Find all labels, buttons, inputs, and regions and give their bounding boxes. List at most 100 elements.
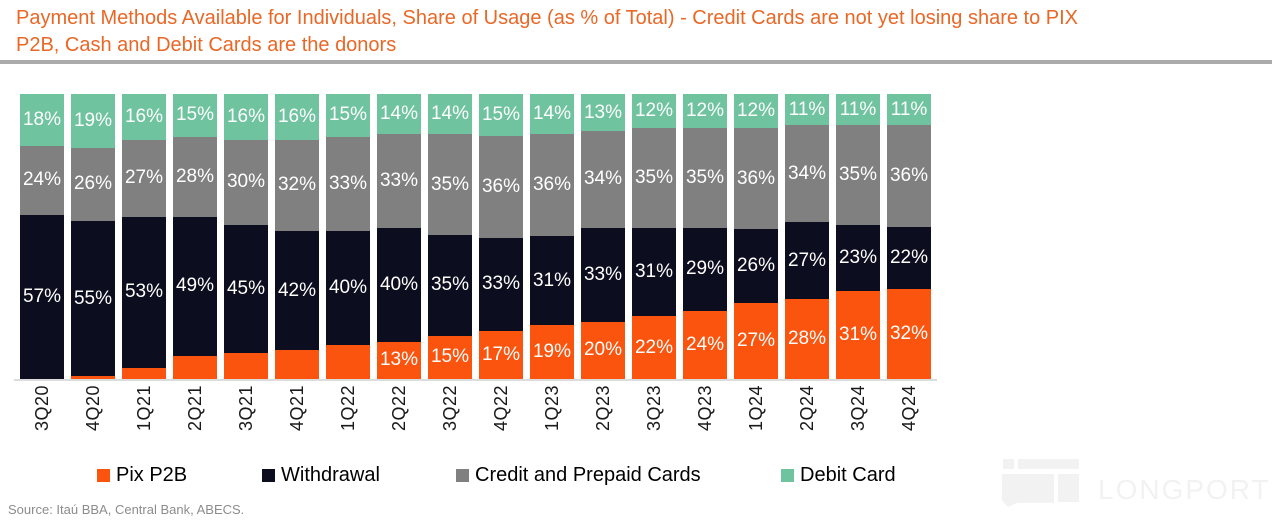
segment-credit-and-prepaid-cards: 35% bbox=[683, 128, 727, 228]
value-label: 35% bbox=[430, 173, 470, 195]
value-label: 33% bbox=[379, 169, 419, 191]
segment-withdrawal: 22% bbox=[887, 226, 931, 289]
segment-credit-and-prepaid-cards: 36% bbox=[530, 133, 574, 237]
value-label: 20% bbox=[583, 339, 623, 361]
segment-credit-and-prepaid-cards: 35% bbox=[632, 128, 676, 228]
segment-withdrawal: 33% bbox=[581, 227, 625, 322]
legend-label: Pix P2B bbox=[116, 464, 188, 486]
value-label: 24% bbox=[685, 333, 725, 355]
segment-withdrawal: 26% bbox=[734, 229, 778, 303]
value-label: 18% bbox=[22, 108, 62, 130]
segment-pix-p2b: 32% bbox=[887, 288, 931, 379]
chart-title-line1: Payment Methods Available for Individual… bbox=[16, 7, 1079, 29]
plot-area: 18% 24% 57% 19% 26% 55% 16% 27% 53% 15% 28% 49% 16% 3… bbox=[14, 94, 937, 431]
segment-credit-and-prepaid-cards: 34% bbox=[581, 131, 625, 228]
value-label: 16% bbox=[277, 105, 317, 127]
value-label: 14% bbox=[430, 103, 470, 125]
value-label: 12% bbox=[685, 100, 725, 122]
segment-debit-card: 15% bbox=[173, 94, 217, 137]
segment-credit-and-prepaid-cards: 24% bbox=[20, 145, 64, 215]
bar-2Q21: 15% 28% 49% bbox=[173, 94, 217, 379]
x-tick-3Q20: 3Q20 bbox=[31, 385, 52, 432]
bar-2Q24: 11% 34% 27% 28% bbox=[785, 94, 829, 379]
segment-debit-card: 16% bbox=[122, 94, 166, 140]
segment-withdrawal: 23% bbox=[836, 225, 880, 291]
segment-withdrawal: 45% bbox=[224, 225, 268, 354]
value-label: 27% bbox=[736, 329, 776, 351]
legend-item-credit-and-prepaid-cards: Credit and Prepaid Cards bbox=[456, 464, 701, 487]
value-label: 57% bbox=[22, 285, 62, 307]
legend-swatch-icon bbox=[456, 469, 469, 482]
x-tick-4Q23: 4Q23 bbox=[694, 385, 715, 432]
value-label: 26% bbox=[736, 255, 776, 277]
segment-debit-card: 16% bbox=[224, 94, 268, 140]
legend-swatch-icon bbox=[97, 469, 110, 482]
segment-withdrawal: 49% bbox=[173, 216, 217, 357]
bar-3Q24: 11% 35% 23% 31% bbox=[836, 94, 880, 379]
value-label: 35% bbox=[838, 164, 878, 186]
segment-withdrawal: 27% bbox=[785, 222, 829, 300]
legend: Pix P2B Withdrawal Credit and Prepaid Card… bbox=[0, 464, 1272, 490]
value-label: 31% bbox=[532, 269, 572, 291]
value-label: 22% bbox=[634, 336, 674, 358]
value-label: 42% bbox=[277, 279, 317, 301]
x-tick-2Q21: 2Q21 bbox=[184, 385, 205, 432]
x-tick-3Q21: 3Q21 bbox=[235, 385, 256, 432]
value-label: 45% bbox=[226, 278, 266, 300]
value-label: 28% bbox=[787, 328, 827, 350]
segment-credit-and-prepaid-cards: 34% bbox=[785, 125, 829, 223]
x-tick-3Q24: 3Q24 bbox=[847, 385, 868, 432]
segment-debit-card: 15% bbox=[479, 94, 523, 137]
value-label: 30% bbox=[226, 171, 266, 193]
segment-pix-p2b: 22% bbox=[632, 316, 676, 379]
segment-credit-and-prepaid-cards: 32% bbox=[275, 139, 319, 231]
chart-title: Payment Methods Available for Individual… bbox=[16, 5, 1268, 59]
segment-credit-and-prepaid-cards: 33% bbox=[326, 136, 370, 231]
value-label: 11% bbox=[788, 98, 826, 120]
value-label: 19% bbox=[73, 109, 113, 131]
legend-swatch-icon bbox=[262, 469, 275, 482]
segment-withdrawal: 31% bbox=[530, 236, 574, 325]
segment-debit-card: 12% bbox=[632, 94, 676, 129]
segment-pix-p2b: 31% bbox=[836, 290, 880, 379]
value-label: 34% bbox=[787, 162, 827, 184]
bar-4Q23: 12% 35% 29% 24% bbox=[683, 94, 727, 379]
x-tick-1Q23: 1Q23 bbox=[541, 385, 562, 432]
segment-debit-card: 12% bbox=[683, 94, 727, 129]
legend-item-pix-p2b: Pix P2B bbox=[97, 464, 187, 487]
x-tick-4Q22: 4Q22 bbox=[490, 385, 511, 432]
value-label: 27% bbox=[124, 167, 164, 189]
segment-credit-and-prepaid-cards: 35% bbox=[836, 125, 880, 226]
segment-debit-card: 11% bbox=[887, 94, 931, 126]
value-label: 31% bbox=[838, 323, 878, 345]
value-label: 17% bbox=[481, 343, 521, 365]
value-label: 32% bbox=[277, 174, 317, 196]
value-label: 36% bbox=[736, 167, 776, 189]
watermark-brand-text: LONGPORT bbox=[1098, 474, 1271, 505]
value-label: 27% bbox=[787, 249, 827, 271]
bar-3Q22: 14% 35% 35% 15% bbox=[428, 94, 472, 379]
segment-credit-and-prepaid-cards: 33% bbox=[377, 133, 421, 228]
segment-pix-p2b: 17% bbox=[479, 331, 523, 379]
segment-debit-card: 18% bbox=[20, 94, 64, 146]
legend-label: Withdrawal bbox=[281, 464, 380, 486]
legend-item-debit-card: Debit Card bbox=[781, 464, 896, 487]
bar-2Q22: 14% 33% 40% 13% bbox=[377, 94, 421, 379]
x-tick-3Q22: 3Q22 bbox=[439, 385, 460, 432]
value-label: 14% bbox=[379, 102, 419, 124]
segment-credit-and-prepaid-cards: 36% bbox=[479, 136, 523, 238]
x-tick-1Q24: 1Q24 bbox=[745, 385, 766, 432]
value-label: 16% bbox=[226, 105, 266, 127]
bar-4Q22: 15% 36% 33% 17% bbox=[479, 94, 523, 379]
segment-debit-card: 15% bbox=[326, 94, 370, 137]
segment-pix-p2b bbox=[326, 344, 370, 379]
legend-label: Debit Card bbox=[800, 464, 896, 486]
segment-pix-p2b bbox=[173, 356, 217, 379]
segment-withdrawal: 40% bbox=[326, 230, 370, 345]
chart-title-line2: P2B, Cash and Debit Cards are the donors bbox=[16, 34, 397, 56]
value-label: 33% bbox=[583, 263, 623, 285]
value-label: 13% bbox=[583, 101, 623, 123]
value-label: 28% bbox=[175, 165, 215, 187]
value-label: 35% bbox=[685, 167, 725, 189]
value-label: 55% bbox=[73, 287, 113, 309]
